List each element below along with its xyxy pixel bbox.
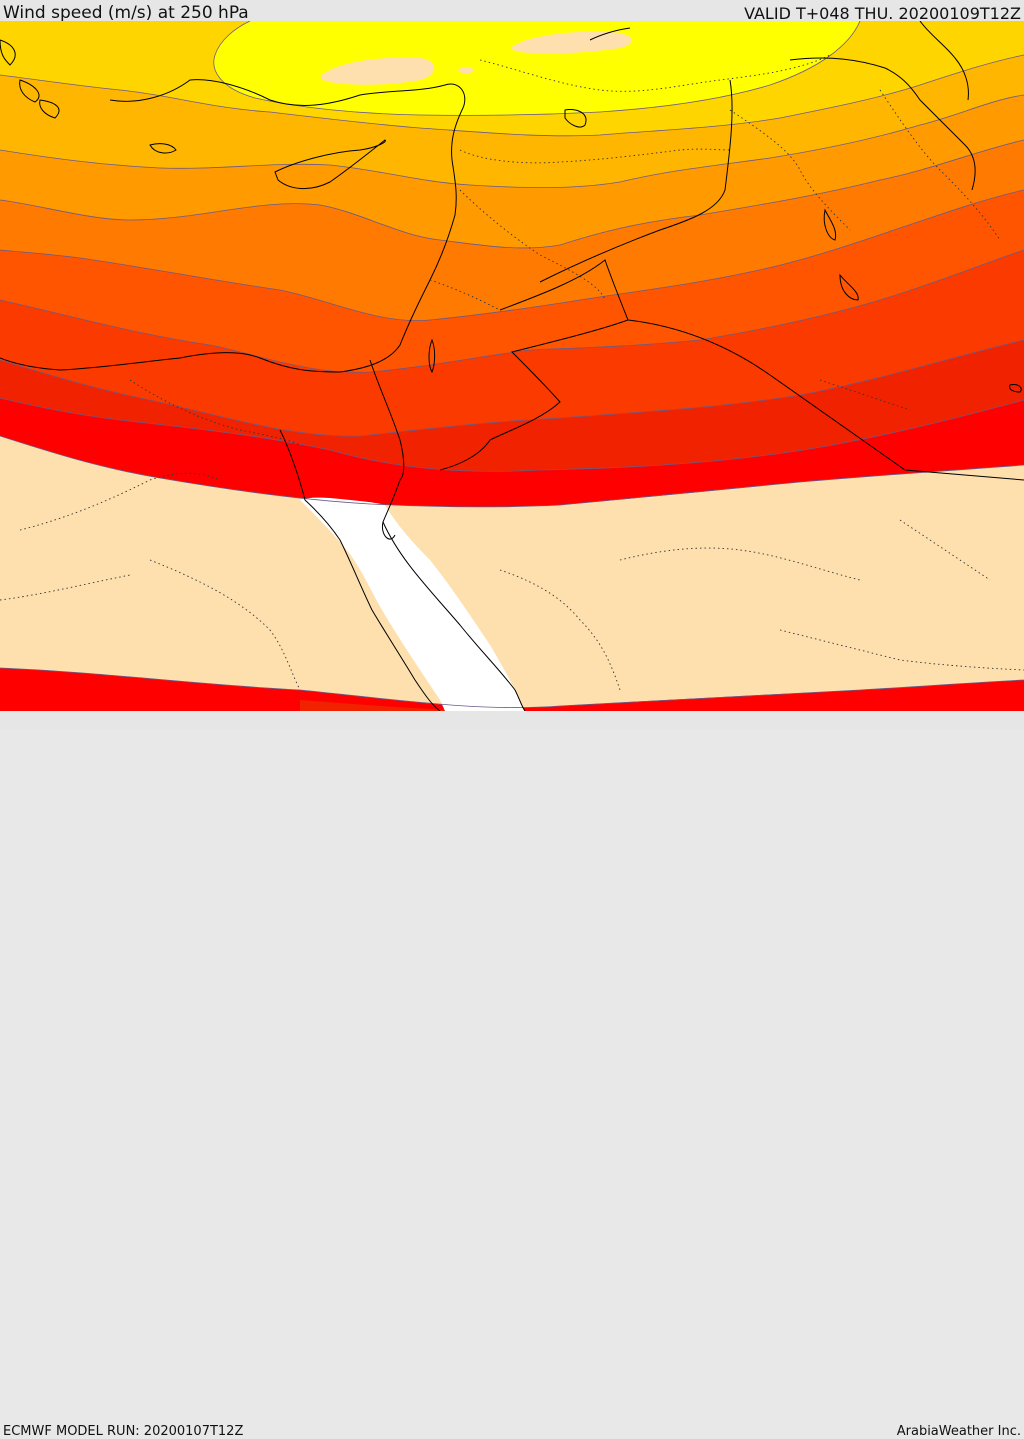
band-1 xyxy=(213,21,860,116)
map-canvas xyxy=(0,21,1024,711)
boundaries xyxy=(369,57,1024,481)
chart-title: Wind speed (m/s) at 250 hPa xyxy=(3,3,249,23)
header-bar: Wind speed (m/s) at 250 hPa VALID T+048 … xyxy=(0,0,1024,23)
jet-core-patch-small xyxy=(458,67,474,74)
coastlines xyxy=(0,21,1022,711)
valid-time-label: VALID T+048 THU. 20200109T12Z xyxy=(744,4,1021,23)
country-borders xyxy=(0,54,1024,691)
contour-lines xyxy=(0,21,1024,709)
wind-speed-map xyxy=(0,21,1024,711)
model-run-label: ECMWF MODEL RUN: 20200107T12Z xyxy=(3,1424,244,1439)
footer-bar: ECMWF MODEL RUN: 20200107T12Z ArabiaWeat… xyxy=(0,711,1024,1439)
jet-core-patch-east xyxy=(511,31,632,54)
credit-label: ArabiaWeather Inc. xyxy=(896,1424,1021,1439)
red-sea xyxy=(300,497,525,711)
band-south-strip xyxy=(0,668,1024,711)
jet-core-patch-west xyxy=(320,57,435,85)
band-south-strip-inner xyxy=(300,700,500,711)
